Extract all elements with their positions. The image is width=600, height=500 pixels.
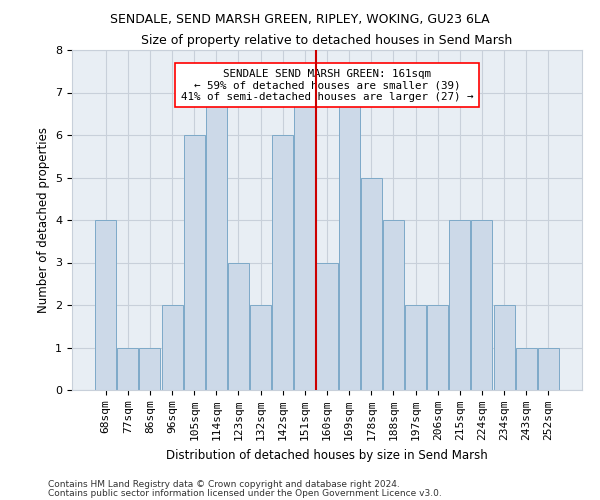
Bar bbox=[316, 262, 338, 390]
Bar bbox=[494, 305, 515, 390]
Title: Size of property relative to detached houses in Send Marsh: Size of property relative to detached ho… bbox=[142, 34, 512, 48]
Bar bbox=[361, 178, 382, 390]
Bar bbox=[161, 305, 182, 390]
Bar bbox=[427, 305, 448, 390]
Bar bbox=[449, 220, 470, 390]
Bar bbox=[139, 348, 160, 390]
Bar bbox=[272, 135, 293, 390]
X-axis label: Distribution of detached houses by size in Send Marsh: Distribution of detached houses by size … bbox=[166, 448, 488, 462]
Bar bbox=[405, 305, 426, 390]
Bar bbox=[228, 262, 249, 390]
Bar bbox=[118, 348, 139, 390]
Bar bbox=[472, 220, 493, 390]
Text: Contains HM Land Registry data © Crown copyright and database right 2024.: Contains HM Land Registry data © Crown c… bbox=[48, 480, 400, 489]
Text: Contains public sector information licensed under the Open Government Licence v3: Contains public sector information licen… bbox=[48, 489, 442, 498]
Y-axis label: Number of detached properties: Number of detached properties bbox=[37, 127, 50, 313]
Bar bbox=[206, 92, 227, 390]
Text: SENDALE, SEND MARSH GREEN, RIPLEY, WOKING, GU23 6LA: SENDALE, SEND MARSH GREEN, RIPLEY, WOKIN… bbox=[110, 12, 490, 26]
Bar bbox=[295, 92, 316, 390]
Bar bbox=[95, 220, 116, 390]
Bar bbox=[338, 92, 359, 390]
Bar bbox=[184, 135, 205, 390]
Bar bbox=[515, 348, 536, 390]
Bar bbox=[383, 220, 404, 390]
Bar bbox=[250, 305, 271, 390]
Bar bbox=[538, 348, 559, 390]
Text: SENDALE SEND MARSH GREEN: 161sqm
← 59% of detached houses are smaller (39)
41% o: SENDALE SEND MARSH GREEN: 161sqm ← 59% o… bbox=[181, 68, 473, 102]
